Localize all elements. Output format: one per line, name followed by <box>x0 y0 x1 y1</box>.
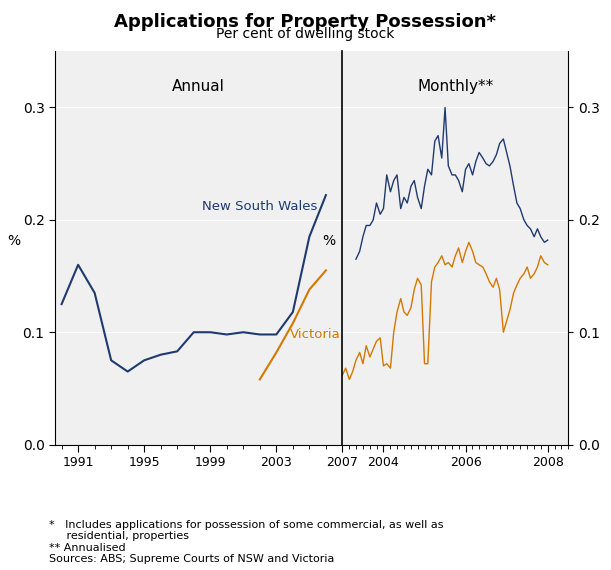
Y-axis label: %: % <box>8 234 21 248</box>
Y-axis label: %: % <box>322 234 335 248</box>
Text: Applications for Property Possession*: Applications for Property Possession* <box>114 13 497 31</box>
Text: Per cent of dwelling stock: Per cent of dwelling stock <box>216 27 395 42</box>
Text: Annual: Annual <box>172 79 225 94</box>
Text: *   Includes applications for possession of some commercial, as well as
     res: * Includes applications for possession o… <box>49 519 444 564</box>
Text: New South Wales: New South Wales <box>202 200 317 213</box>
Text: Monthly**: Monthly** <box>417 79 494 94</box>
Text: Victoria: Victoria <box>290 328 340 341</box>
